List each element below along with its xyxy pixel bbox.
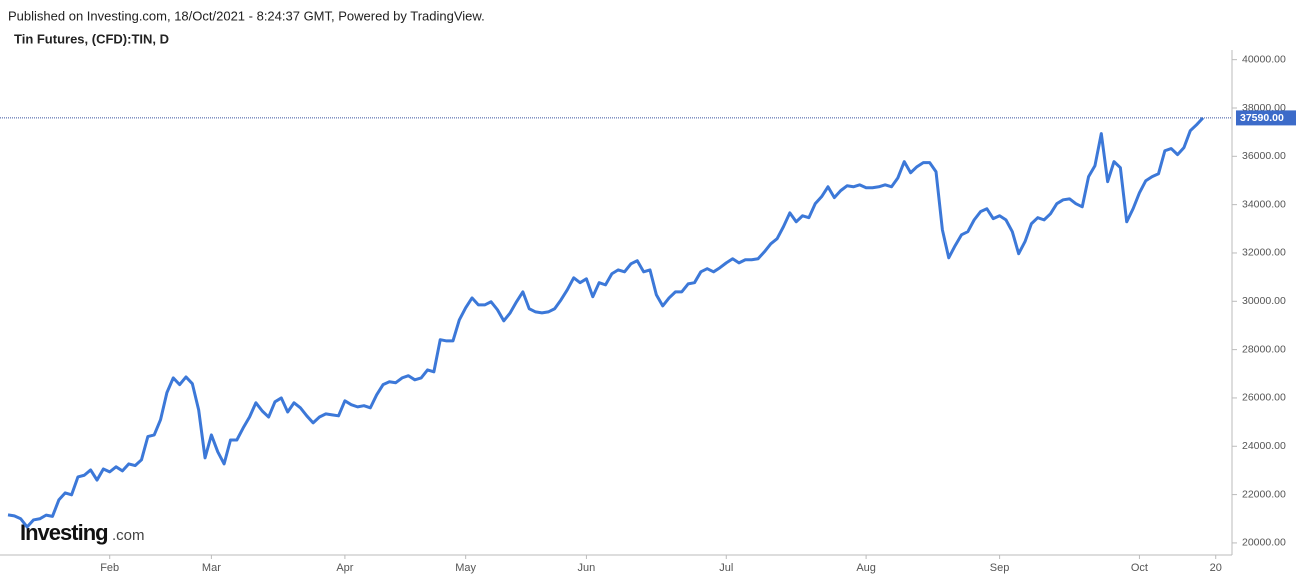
y-tick-label: 24000.00 [1242,440,1286,452]
x-tick-label: Feb [100,562,119,574]
watermark-suffix: .com [112,527,145,544]
publisher-note: Published on Investing.com, 18/Oct/2021 … [8,8,485,23]
x-tick-label: Sep [990,562,1010,574]
x-tick-label: Apr [336,562,353,574]
x-tick-label: Mar [202,562,221,574]
x-tick-label: May [455,562,476,574]
last-price-box [1236,110,1296,126]
y-tick-label: 30000.00 [1242,295,1286,307]
watermark: Investing [20,520,108,545]
y-tick-label: 40000.00 [1242,53,1286,65]
x-tick-label: Jun [578,562,596,574]
y-tick-label: 34000.00 [1242,198,1286,210]
chart-title: Tin Futures, (CFD):TIN, D [14,31,169,46]
y-tick-label: 22000.00 [1242,488,1286,500]
x-tick-label: Oct [1131,562,1148,574]
price-line [7,116,1205,529]
y-tick-label: 28000.00 [1242,343,1286,355]
y-tick-label: 20000.00 [1242,537,1286,549]
last-price-label: 37590.00 [1240,112,1284,124]
x-tick-label: 20 [1210,562,1222,574]
y-tick-label: 26000.00 [1242,392,1286,404]
x-tick-label: Jul [719,562,733,574]
y-tick-label: 36000.00 [1242,150,1286,162]
y-tick-label: 32000.00 [1242,247,1286,259]
x-tick-label: Aug [856,562,876,574]
